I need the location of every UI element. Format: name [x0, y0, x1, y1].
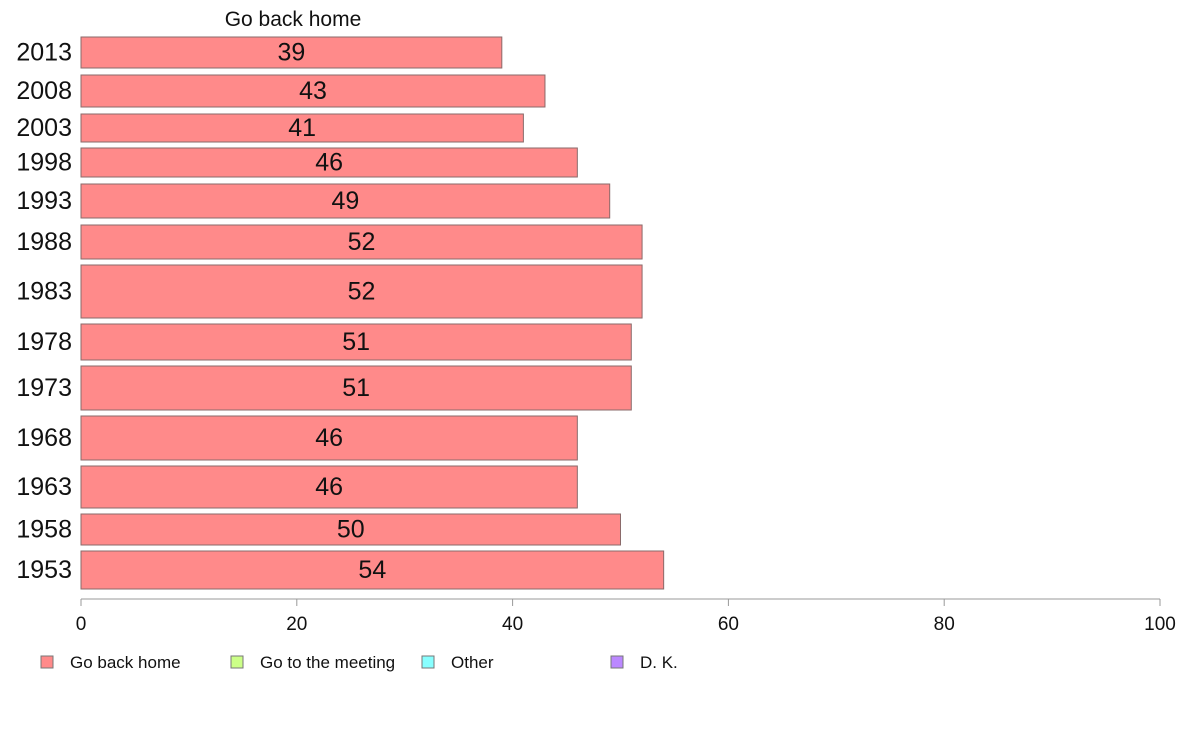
x-tick-label-60: 60 — [718, 614, 739, 635]
value-label-1978: 51 — [342, 328, 370, 356]
value-label-1973: 51 — [342, 374, 370, 402]
legend-swatch-other — [421, 655, 435, 669]
value-label-1953: 54 — [358, 556, 386, 584]
bar-1958 — [80, 513, 621, 546]
value-label-2013: 39 — [277, 39, 305, 67]
value-label-1963: 46 — [315, 473, 343, 501]
bar-1978 — [80, 323, 632, 361]
category-label-1983: 1983 — [16, 278, 72, 306]
series-title: Go back home — [225, 8, 362, 31]
x-tick-label-20: 20 — [286, 614, 307, 635]
value-label-1993: 49 — [331, 187, 359, 215]
category-label-2008: 2008 — [16, 77, 72, 105]
x-tick-label-100: 100 — [1144, 614, 1176, 635]
bar-1968 — [80, 415, 578, 461]
value-label-1958: 50 — [337, 516, 365, 544]
category-label-2013: 2013 — [16, 39, 72, 67]
x-tick-label-80: 80 — [934, 614, 955, 635]
category-label-2003: 2003 — [16, 114, 72, 142]
legend-swatch-go-back-home — [40, 655, 54, 669]
legend-label-go-to-the-meeting: Go to the meeting — [260, 653, 395, 672]
category-label-1953: 1953 — [16, 556, 72, 584]
value-label-2003: 41 — [288, 114, 316, 142]
category-label-1978: 1978 — [16, 328, 72, 356]
bar-2003 — [80, 113, 524, 143]
x-tick-label-40: 40 — [502, 614, 523, 635]
value-label-1968: 46 — [315, 424, 343, 452]
value-label-2008: 43 — [299, 77, 327, 105]
category-label-1973: 1973 — [16, 374, 72, 402]
bar-1988 — [80, 224, 643, 260]
x-axis: 0 20 40 60 80 100 — [76, 598, 1176, 635]
category-label-1993: 1993 — [16, 187, 72, 215]
legend-swatch-d-k — [610, 655, 624, 669]
bar-2008 — [80, 74, 546, 108]
bar-1953 — [80, 550, 665, 590]
bar-2013 — [80, 36, 503, 69]
legend: Go back home Go to the meeting Other D. K. — [40, 653, 678, 672]
value-label-1998: 46 — [315, 149, 343, 177]
category-label-1958: 1958 — [16, 516, 72, 544]
legend-swatch-go-to-the-meeting — [230, 655, 244, 669]
bars: 2013 39 2008 43 2003 41 1998 46 1993 49 1988 52 1983… — [16, 36, 665, 590]
category-label-1968: 1968 — [16, 424, 72, 452]
category-label-1963: 1963 — [16, 473, 72, 501]
value-label-1983: 52 — [348, 278, 376, 306]
category-label-1998: 1998 — [16, 149, 72, 177]
category-label-1988: 1988 — [16, 228, 72, 256]
bar-1998 — [80, 147, 578, 178]
bar-1983 — [80, 264, 643, 319]
legend-label-d-k: D. K. — [640, 653, 678, 672]
bar-1963 — [80, 465, 578, 509]
bar-1973 — [80, 365, 632, 411]
x-tick-label-0: 0 — [76, 614, 87, 635]
bar-1993 — [80, 183, 611, 219]
value-label-1988: 52 — [348, 228, 376, 256]
legend-label-go-back-home: Go back home — [70, 653, 181, 672]
legend-label-other: Other — [451, 653, 494, 672]
